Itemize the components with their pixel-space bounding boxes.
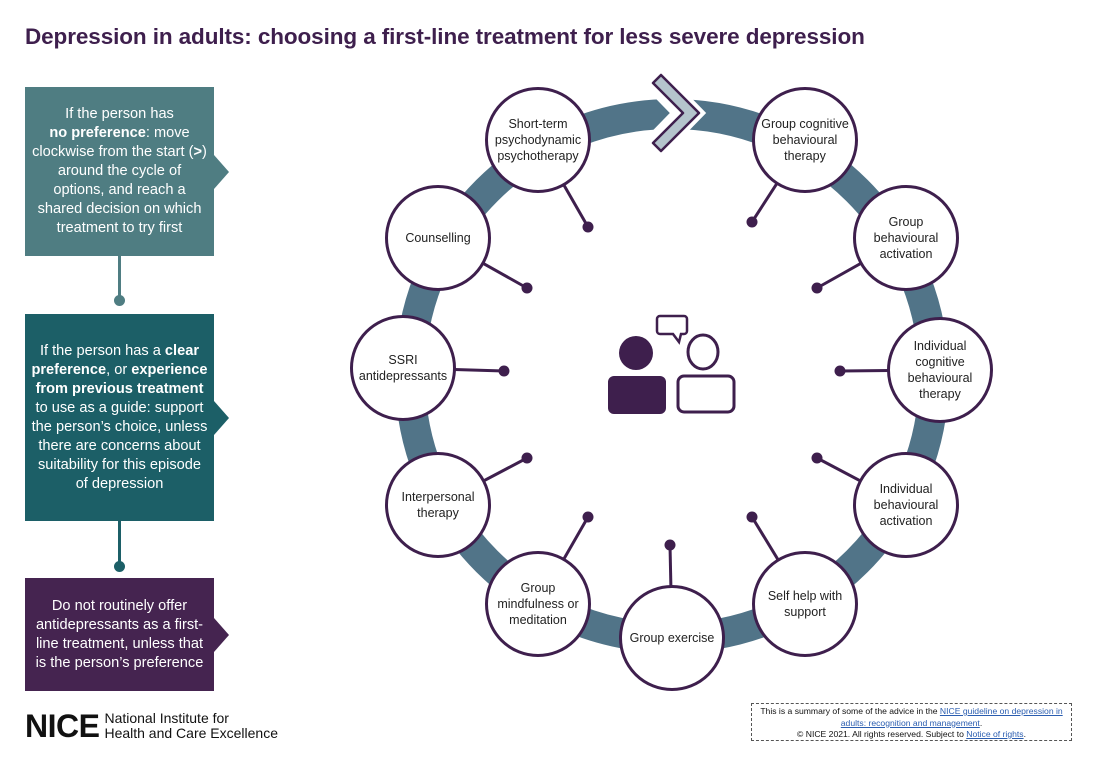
person-head-icon [619,336,653,370]
treatment-option-label: Individual cognitive behavioural therapy [907,339,973,401]
treatment-option: Individual behavioural activation [853,452,959,558]
guideline-link[interactable]: NICE guideline on depression in adults: … [840,706,1063,728]
text: If the person has [65,106,174,122]
connector-dot [746,216,758,228]
treatment-option-label: Interpersonal therapy [401,490,475,520]
person-body-icon [608,376,666,414]
text: Do not routinely offer antidepressants a… [35,597,204,671]
connector-line [118,256,121,300]
treatment-option: Group behavioural activation [853,185,959,291]
text: © NICE 2021. All rights reserved. Subjec… [797,729,964,739]
treatment-option: Group cognitive behavioural therapy [752,87,858,193]
antidepressants-warning-box: Do not routinely offer antidepressants a… [25,578,229,691]
treatment-option: SSRI antidepressants [350,315,456,421]
text: > [193,144,203,160]
text: , [106,361,111,378]
text: . [979,717,983,728]
treatment-option-label: Group behavioural activation [873,215,939,261]
treatment-option: Counselling [385,185,491,291]
treatment-option-label: Self help with support [767,589,843,619]
connector-dot [521,282,533,294]
treatment-option: Group mindfulness or meditation [485,551,591,657]
cycle-ring [395,99,949,653]
connector-dot [664,539,676,551]
connector-dot [834,365,846,377]
speech-bubble-icon [655,314,689,345]
text: This is a summary of some of the advice … [760,706,938,716]
connector-dot [811,282,823,294]
connector-dot [582,221,594,233]
connector-dot [811,452,823,464]
person-outline-head-icon [686,333,720,371]
start-chevron-icon [651,73,701,153]
nice-logo: NICE National Institute for Health and Ca… [25,710,278,742]
connector-line [118,521,121,566]
person-outline-body-icon [676,374,736,414]
text: experience from previous treatment [35,361,208,397]
connector-dot [114,295,125,306]
text: ) around the cycle of options, and reach… [37,144,207,236]
treatment-option-label: Group cognitive behavioural therapy [761,117,849,163]
text: or [114,361,128,378]
no-preference-box: If the person has no preference: move clo… [25,87,229,256]
treatment-option: Short-term psychodynamic psychotherapy [485,87,591,193]
clear-preference-box: If the person has a clear preference, or… [25,314,229,521]
treatment-option-label: Short-term psychodynamic psychotherapy [494,117,582,163]
text: to use as a guide: support the person’s … [31,399,208,492]
treatment-option-label: Group mindfulness or meditation [497,581,579,627]
text: clear preference [31,342,200,378]
logo-line: Health and Care Excellence [104,725,278,741]
text: . [1023,729,1026,739]
logo-line: National Institute for [104,710,229,726]
notice-of-rights-link[interactable]: Notice of rights [966,729,1024,739]
connector-dot [114,561,125,572]
treatment-option-label: SSRI antidepressants [358,353,448,383]
treatment-option: Self help with support [752,551,858,657]
treatment-option-label: Group exercise [629,631,715,645]
text: move clockwise from the start ( [32,125,194,160]
treatment-option: Group exercise [619,585,725,691]
text: no preference [49,125,146,141]
connector-dot [521,452,533,464]
treatment-option: Interpersonal therapy [385,452,491,558]
connector-dot [746,511,758,523]
connector-dot [498,365,510,377]
treatment-option: Individual cognitive behavioural therapy [887,317,993,423]
treatment-option-label: Counselling [405,231,471,245]
page-title: Depression in adults: choosing a first-l… [25,24,865,49]
text: : [145,125,150,141]
logo-wordmark: NICE [25,708,100,744]
treatment-option-label: Individual behavioural activation [873,482,939,528]
text: If the person has a [39,342,161,359]
footer-notice: This is a summary of some of the advice … [751,703,1072,741]
connector-dot [582,511,594,523]
